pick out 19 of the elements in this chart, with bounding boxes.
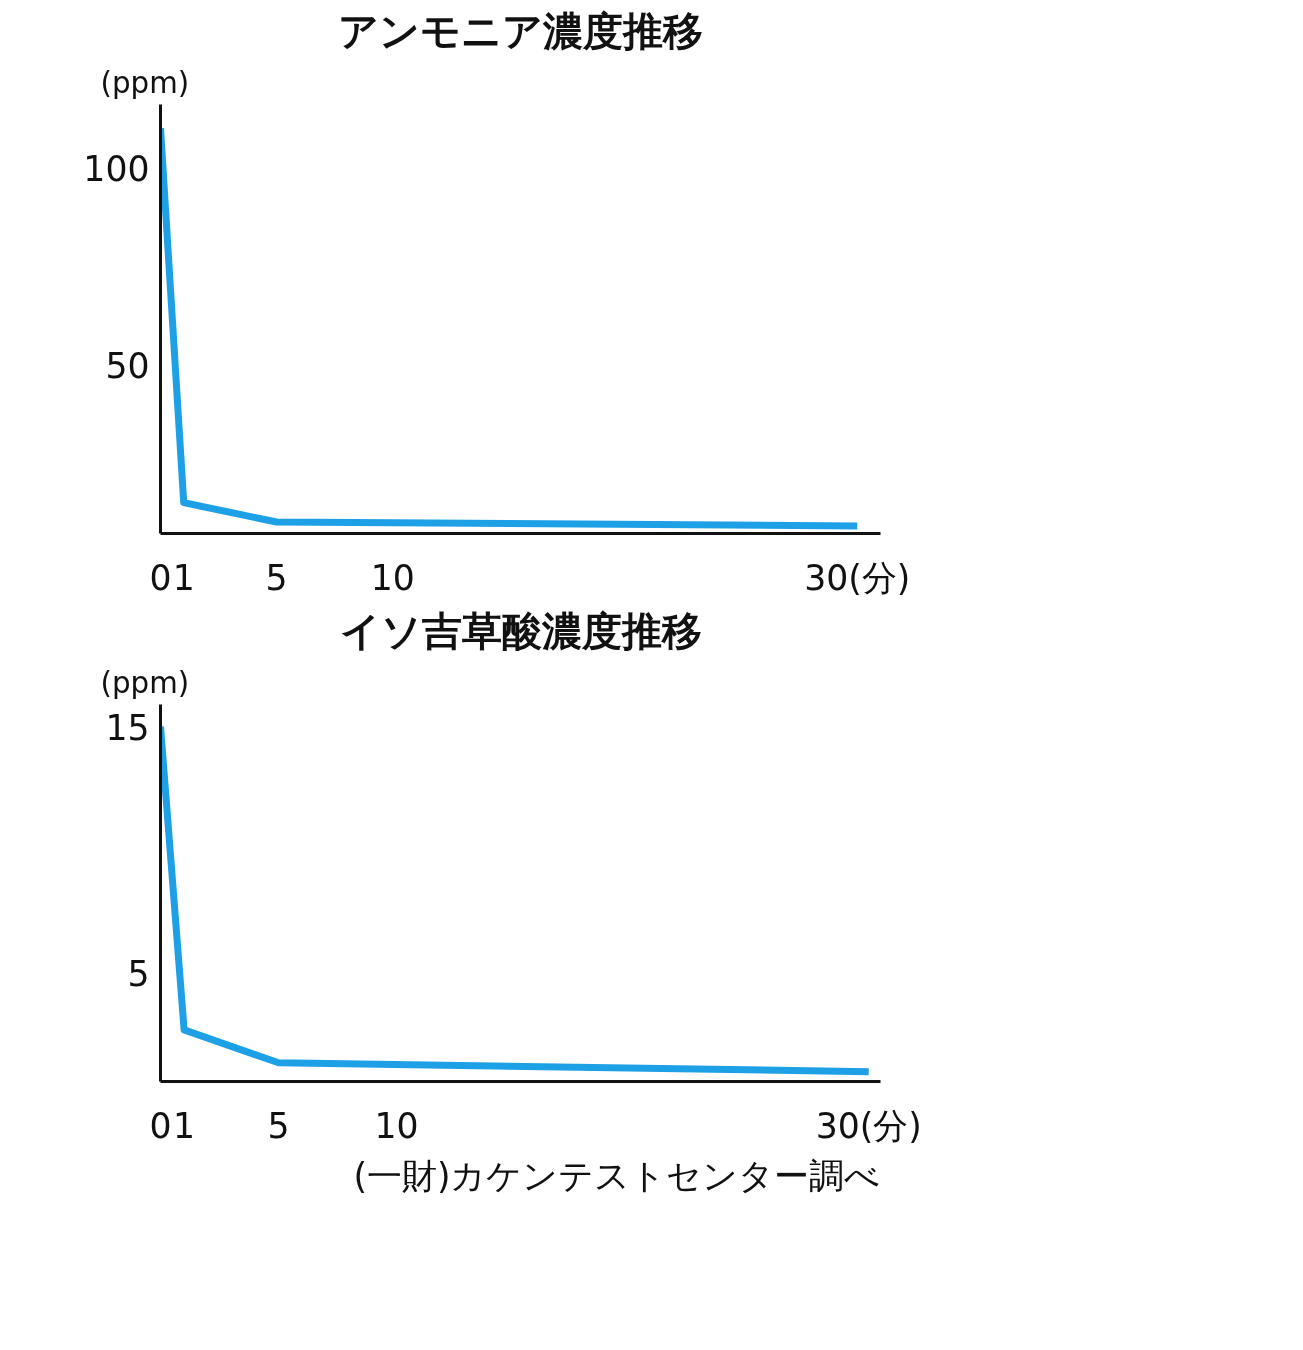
x-tick-label: 10 bbox=[370, 557, 415, 598]
x-tick-label: 1 bbox=[172, 557, 195, 598]
text: (一財)カケンテストセンター調べ bbox=[353, 1155, 881, 1196]
y-tick-label: 100 bbox=[83, 148, 150, 189]
y-tick-label: 15 bbox=[105, 707, 150, 748]
y-axis-title: (ppm) bbox=[100, 665, 190, 700]
x-tick-label: 0 bbox=[149, 1105, 172, 1146]
x-tick-label: 1 bbox=[173, 1105, 196, 1146]
y-axis-title: (ppm) bbox=[100, 65, 190, 100]
y-tick-label: 50 bbox=[105, 346, 150, 387]
y-tick-label: 5 bbox=[127, 953, 150, 994]
x-tick-label: 30(分) bbox=[815, 1105, 922, 1146]
chart-title: イソ吉草酸濃度推移 bbox=[339, 607, 702, 654]
x-tick-label: 10 bbox=[374, 1105, 419, 1146]
x-tick-label: 5 bbox=[265, 557, 288, 598]
x-tick-label: 5 bbox=[267, 1105, 290, 1146]
chart-title: アンモニア濃度推移 bbox=[338, 7, 703, 54]
x-tick-label: 30(分) bbox=[804, 557, 911, 598]
x-tick-label: 0 bbox=[149, 557, 172, 598]
